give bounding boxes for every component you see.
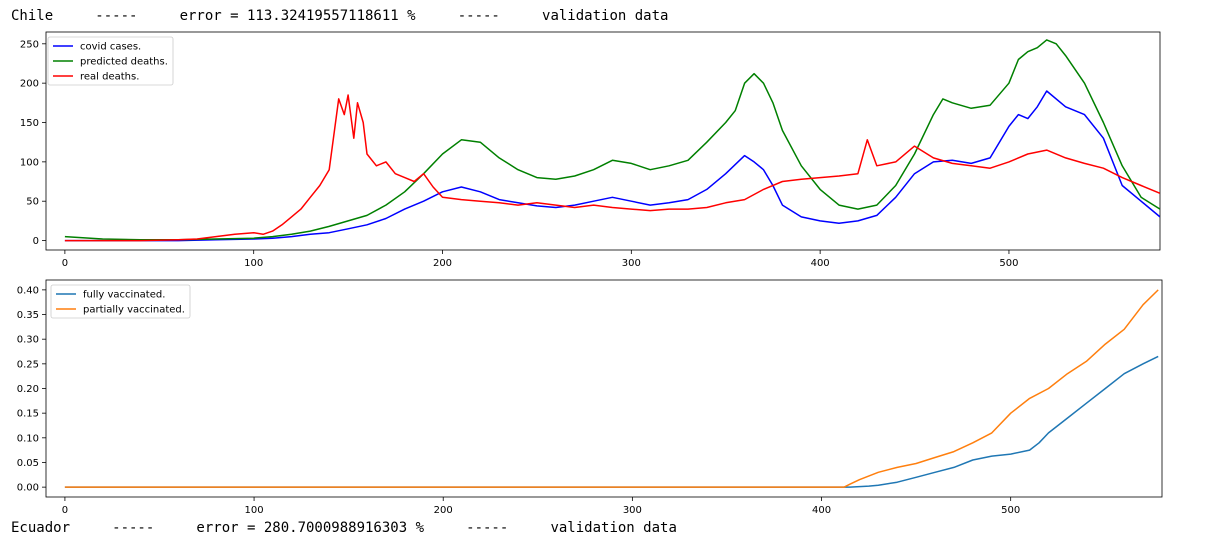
legend-box — [50, 284, 191, 319]
x-tick-label: 300 — [622, 258, 641, 269]
plot-frame — [45, 31, 1161, 251]
y-tick-label: 250 — [20, 39, 39, 50]
x-tick-label: 200 — [433, 258, 452, 269]
y-tick-label: 0.30 — [17, 335, 39, 346]
y-tick-label: 150 — [20, 118, 39, 129]
legend-box — [47, 36, 174, 86]
legend-label: covid cases. — [80, 42, 141, 53]
y-tick-label: 0.00 — [17, 483, 39, 494]
y-tick-label: 0.10 — [17, 433, 39, 444]
y-tick-label: 0.25 — [17, 359, 39, 370]
y-tick-label: 0.05 — [17, 458, 39, 469]
x-tick-label: 100 — [245, 505, 264, 516]
y-tick-label: 200 — [20, 79, 39, 90]
series-line-3 — [64, 94, 1160, 242]
y-tick-label: 0.40 — [17, 285, 39, 296]
y-tick-label: 0.15 — [17, 409, 39, 420]
y-tick-label: 0 — [33, 236, 39, 247]
series-line-2 — [64, 39, 1160, 241]
x-tick-label: 500 — [999, 258, 1018, 269]
y-tick-label: 100 — [20, 157, 39, 168]
x-tick-label: 500 — [1001, 505, 1020, 516]
series-line-2 — [64, 289, 1159, 488]
legend-label: fully vaccinated. — [83, 290, 165, 301]
chart-1: 0 100 200 300 400 500 0 50 100 150 200 250 covid cas… — [20, 31, 1161, 269]
y-tick-label: 0.20 — [17, 384, 39, 395]
plot-frame — [45, 279, 1163, 498]
top-title-line: Chile ----- error = 113.32419557118611 %… — [11, 8, 669, 24]
chart-2: 0 100 200 300 400 500 0.00 0.05 0.10 0.15 0.20 0.25… — [17, 279, 1163, 516]
x-tick-label: 400 — [811, 258, 830, 269]
x-tick-label: 400 — [812, 505, 831, 516]
y-tick-label: 0.35 — [17, 310, 39, 321]
series-line-1 — [64, 90, 1160, 242]
legend-label: predicted deaths. — [80, 57, 168, 68]
x-tick-label: 100 — [244, 258, 263, 269]
y-tick-label: 50 — [26, 197, 39, 208]
x-tick-label: 300 — [623, 505, 642, 516]
x-tick-label: 0 — [62, 258, 68, 269]
legend-label: partially vaccinated. — [83, 305, 185, 316]
x-tick-label: 0 — [62, 505, 68, 516]
legend-label: real deaths. — [80, 72, 139, 83]
x-tick-label: 200 — [434, 505, 453, 516]
